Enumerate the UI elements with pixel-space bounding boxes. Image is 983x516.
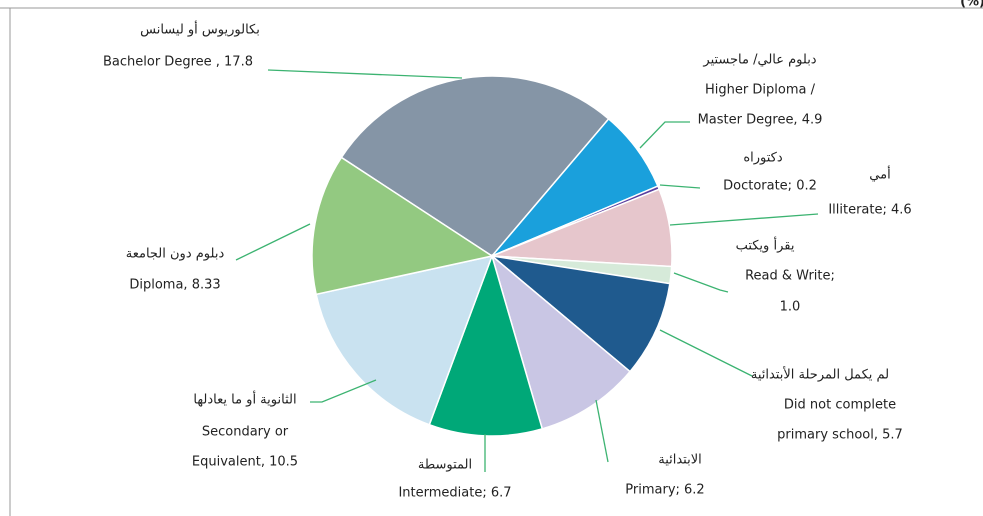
slice-label: 1.0 bbox=[780, 300, 801, 315]
slice-label: Doctorate; 0.2 bbox=[723, 179, 817, 194]
slice bbox=[311, 156, 494, 296]
slice-label: Bachelor Degree , 17.8 bbox=[103, 55, 253, 70]
slice-label: دبلوم دون الجامعة bbox=[126, 247, 225, 262]
slice-label: الثانوية أو ما يعادلها bbox=[193, 391, 296, 408]
slice-label: Read & Write; bbox=[745, 269, 835, 284]
slice-label: Diploma, 8.33 bbox=[129, 278, 220, 293]
slice-label: دكتوراه bbox=[743, 151, 783, 166]
leader-line bbox=[595, 399, 609, 463]
slice-label: Primary; 6.2 bbox=[625, 483, 704, 498]
slice-label: الابتدائية bbox=[658, 453, 702, 468]
slice-label: Secondary or bbox=[202, 425, 289, 440]
leader-line bbox=[673, 272, 729, 293]
leader-line bbox=[310, 379, 377, 403]
slice-label: يقرأ ويكتب bbox=[736, 237, 795, 254]
slice-label: أمي bbox=[869, 166, 890, 183]
slice-label: Illiterate; 4.6 bbox=[828, 203, 911, 218]
slice-label: دبلوم عالي/ ماجستير bbox=[702, 53, 816, 68]
leader-line bbox=[659, 329, 753, 377]
slice bbox=[340, 75, 610, 257]
leader-line bbox=[235, 223, 311, 261]
leader-line bbox=[659, 184, 701, 189]
slice bbox=[315, 254, 494, 426]
slice bbox=[489, 254, 671, 373]
slice bbox=[490, 253, 632, 430]
slice-label: Intermediate; 6.7 bbox=[398, 486, 511, 501]
slice-label: Did not complete bbox=[784, 398, 896, 413]
slice-label: Higher Diploma / bbox=[705, 83, 816, 98]
slice-label: Master Degree, 4.9 bbox=[698, 113, 823, 128]
leader-line bbox=[267, 69, 463, 79]
slice-label: Equivalent, 10.5 bbox=[192, 455, 298, 470]
unit-label: (%) bbox=[960, 0, 983, 10]
leader-line bbox=[639, 121, 690, 149]
slice-label: primary school, 5.7 bbox=[777, 428, 903, 443]
slice-label: بكالوريوس أو ليسانس bbox=[140, 21, 260, 38]
leader-line bbox=[669, 213, 819, 226]
slice-label: لم يكمل المرحلة الأبتدائية bbox=[751, 366, 889, 383]
slice-label: المتوسطة bbox=[418, 458, 472, 473]
